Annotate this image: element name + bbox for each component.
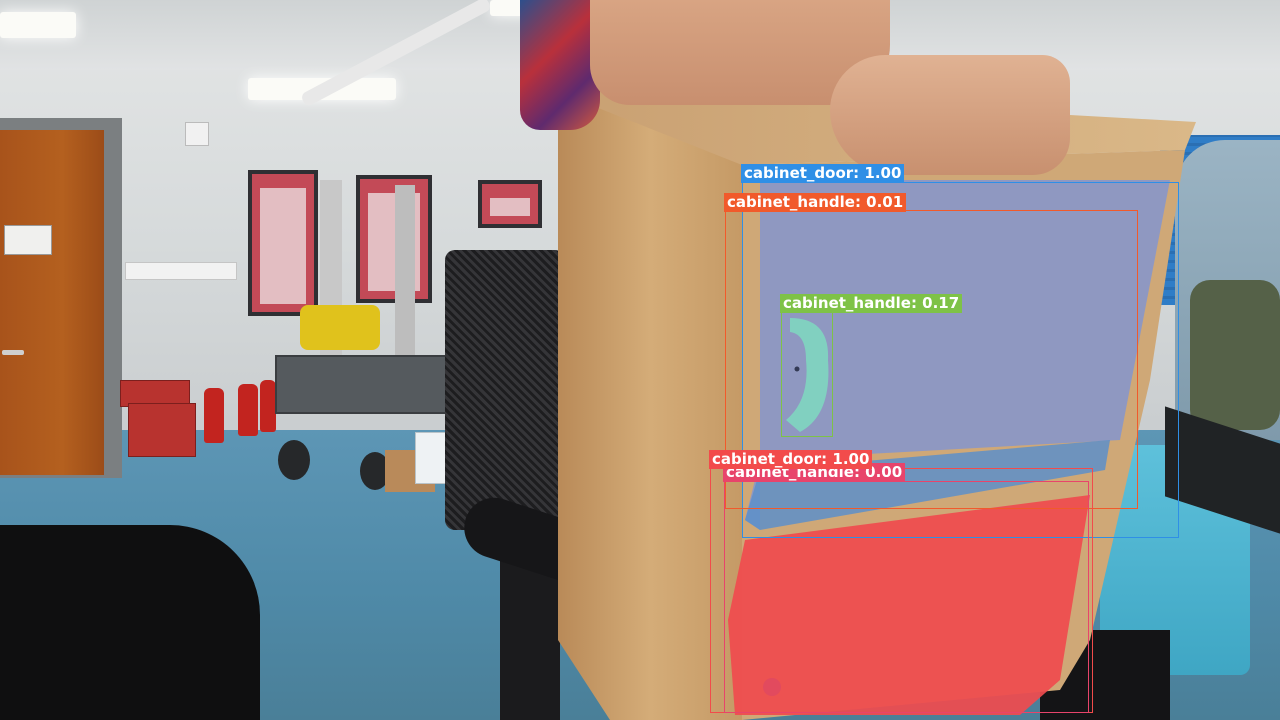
upper-door-mask-edge: [745, 440, 1110, 530]
robot-column: [395, 185, 415, 385]
bag: [1190, 280, 1280, 430]
lower-door-mask: [728, 495, 1090, 715]
hand: [830, 55, 1070, 175]
detection-label-cabinet-door-lower: cabinet_door: 1.00: [709, 450, 873, 469]
detection-label-cabinet-door-upper: cabinet_door: 1.00: [741, 164, 905, 183]
office-chair-back: [445, 250, 565, 530]
lower-handle-knob: [763, 678, 781, 696]
robot-base: [275, 355, 469, 414]
detection-box-cabinet-handle-1: [725, 210, 1138, 509]
screw: [794, 366, 800, 372]
red-box: [120, 380, 190, 407]
robot-gripper-unit: [300, 305, 380, 350]
wall-poster: [478, 180, 542, 228]
handle-mask: [786, 318, 829, 432]
ceiling-light: [0, 12, 76, 38]
fire-extinguisher: [204, 388, 224, 443]
detection-box-cabinet-handle-3: [724, 481, 1089, 713]
detection-label-cabinet-handle-1: cabinet_handle: 0.01: [724, 193, 907, 212]
red-box: [128, 403, 196, 457]
detection-label-cabinet-handle-2: cabinet_handle: 0.17: [780, 294, 963, 313]
cabinet-side-panel: [558, 92, 742, 720]
upper-door-mask: [745, 180, 1170, 530]
shirt: [520, 0, 600, 130]
fire-extinguisher: [238, 384, 258, 436]
wall-poster: [248, 170, 318, 316]
door-handle: [2, 350, 24, 355]
door-sign: [4, 225, 52, 255]
wall-sensor: [185, 122, 209, 146]
wooden-door: [0, 130, 104, 475]
robot-wheel: [278, 440, 310, 480]
detection-box-cabinet-handle-2: [781, 312, 833, 437]
dark-foreground-object: [0, 525, 260, 720]
wall-sockets: [125, 262, 237, 280]
fire-extinguisher: [260, 380, 276, 432]
detection-box-cabinet-door-upper: [742, 182, 1179, 538]
